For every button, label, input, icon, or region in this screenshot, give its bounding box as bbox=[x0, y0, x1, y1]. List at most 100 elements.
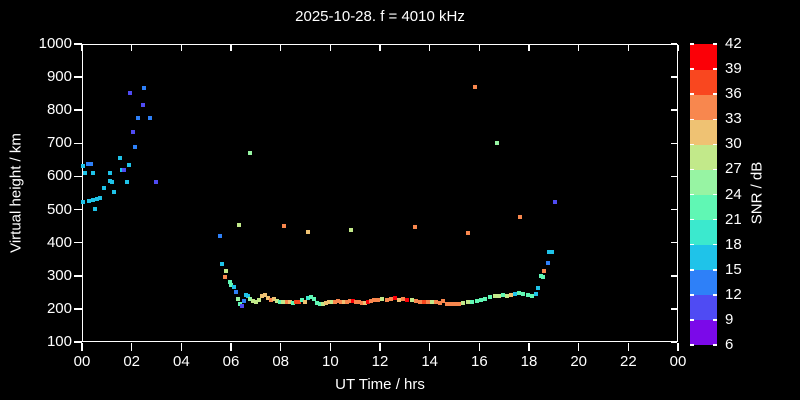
colorbar-tick-label: 42 bbox=[725, 35, 742, 52]
colorbar-tick-label: 12 bbox=[725, 285, 742, 303]
data-point bbox=[260, 293, 265, 298]
colorbar-tick-label: 15 bbox=[725, 260, 742, 278]
x-axis-tick bbox=[379, 343, 381, 351]
data-point bbox=[300, 297, 305, 302]
data-point bbox=[521, 291, 526, 296]
data-point bbox=[154, 180, 158, 185]
data-point bbox=[228, 283, 233, 288]
y-tick-label: 800 bbox=[46, 101, 72, 119]
data-point bbox=[483, 296, 488, 301]
x-axis-tick bbox=[627, 343, 630, 351]
data-point bbox=[102, 186, 107, 191]
data-point bbox=[235, 296, 240, 301]
y-tick-label: 900 bbox=[46, 68, 72, 86]
data-point bbox=[148, 115, 153, 120]
colorbar-tick bbox=[690, 43, 694, 45]
data-point bbox=[438, 300, 443, 305]
data-point bbox=[108, 171, 113, 176]
y-axis-tick bbox=[74, 341, 82, 343]
colorbar-tick-label: 33 bbox=[725, 110, 742, 128]
data-point bbox=[224, 269, 229, 274]
colorbar-tick bbox=[713, 93, 717, 95]
data-point bbox=[421, 299, 426, 304]
y-axis-tick-right bbox=[671, 275, 677, 277]
data-point bbox=[417, 299, 422, 304]
data-point bbox=[223, 275, 228, 280]
data-point bbox=[470, 299, 475, 304]
data-point bbox=[550, 249, 555, 254]
colorbar-tick-label: 24 bbox=[725, 185, 742, 203]
x-axis-tick-top bbox=[379, 45, 381, 51]
y-axis-tick-right bbox=[671, 208, 677, 211]
colorbar-tick-label: 21 bbox=[725, 210, 742, 228]
colorbar-tick bbox=[713, 193, 717, 196]
x-tick-label: 22 bbox=[619, 353, 637, 370]
data-point bbox=[466, 299, 471, 304]
y-axis-tick bbox=[74, 208, 82, 211]
colorbar-tick bbox=[690, 243, 694, 246]
data-point bbox=[496, 293, 501, 298]
data-point bbox=[452, 301, 457, 306]
colorbar-band bbox=[690, 69, 717, 95]
y-tick-label: 500 bbox=[46, 200, 72, 218]
colorbar-tick bbox=[713, 243, 717, 246]
y-tick-label: 700 bbox=[46, 134, 72, 152]
x-axis-tick bbox=[81, 343, 83, 351]
x-axis-tick-top bbox=[329, 45, 332, 51]
data-point bbox=[297, 299, 302, 304]
data-point bbox=[308, 294, 313, 299]
y-tick-label: 200 bbox=[46, 299, 72, 317]
colorbar-tick-label: 9 bbox=[725, 310, 734, 328]
data-point bbox=[392, 295, 397, 300]
x-axis-tick bbox=[180, 343, 183, 351]
colorbar-tick bbox=[713, 218, 717, 221]
colorbar-band bbox=[690, 169, 717, 195]
data-point bbox=[305, 295, 310, 300]
x-tick-label: 08 bbox=[272, 353, 289, 370]
colorbar-tick bbox=[713, 269, 717, 271]
data-point bbox=[130, 129, 135, 134]
x-axis-tick-top bbox=[81, 45, 83, 51]
data-point bbox=[132, 144, 137, 149]
x-axis-tick bbox=[130, 343, 133, 351]
x-axis-tick-top bbox=[279, 45, 282, 51]
data-point bbox=[227, 280, 232, 285]
data-point bbox=[412, 225, 417, 230]
x-tick-label: 12 bbox=[371, 353, 389, 370]
data-point bbox=[126, 162, 131, 167]
data-point bbox=[449, 301, 454, 306]
data-point bbox=[397, 297, 402, 302]
data-point bbox=[274, 298, 279, 303]
data-point bbox=[124, 180, 129, 185]
x-axis-tick-top bbox=[478, 45, 481, 51]
data-point bbox=[285, 299, 290, 304]
data-point bbox=[257, 297, 262, 302]
y-tick-label: 400 bbox=[46, 233, 72, 251]
y-tick-label: 100 bbox=[46, 333, 72, 350]
data-point bbox=[122, 168, 127, 173]
x-axis-tick bbox=[329, 343, 332, 351]
data-point bbox=[547, 249, 552, 254]
x-tick-label: 16 bbox=[470, 353, 488, 370]
data-point bbox=[517, 290, 522, 295]
data-point bbox=[86, 198, 91, 203]
data-point bbox=[281, 299, 286, 304]
data-point bbox=[388, 296, 393, 301]
data-point bbox=[317, 301, 322, 306]
data-point bbox=[248, 150, 253, 155]
colorbar-tick bbox=[690, 344, 694, 346]
y-axis-tick-right bbox=[671, 241, 677, 244]
colorbar-band bbox=[690, 244, 717, 271]
data-point bbox=[311, 296, 316, 301]
data-point bbox=[384, 297, 389, 302]
data-point bbox=[333, 299, 338, 304]
data-point bbox=[466, 230, 471, 235]
data-point bbox=[473, 85, 478, 90]
colorbar-tick bbox=[690, 269, 694, 271]
data-point bbox=[140, 102, 145, 107]
x-axis-label: UT Time / hrs bbox=[335, 376, 425, 393]
colorbar-tick bbox=[713, 118, 717, 120]
colorbar-band bbox=[690, 194, 717, 221]
y-axis-tick-right bbox=[671, 175, 677, 178]
